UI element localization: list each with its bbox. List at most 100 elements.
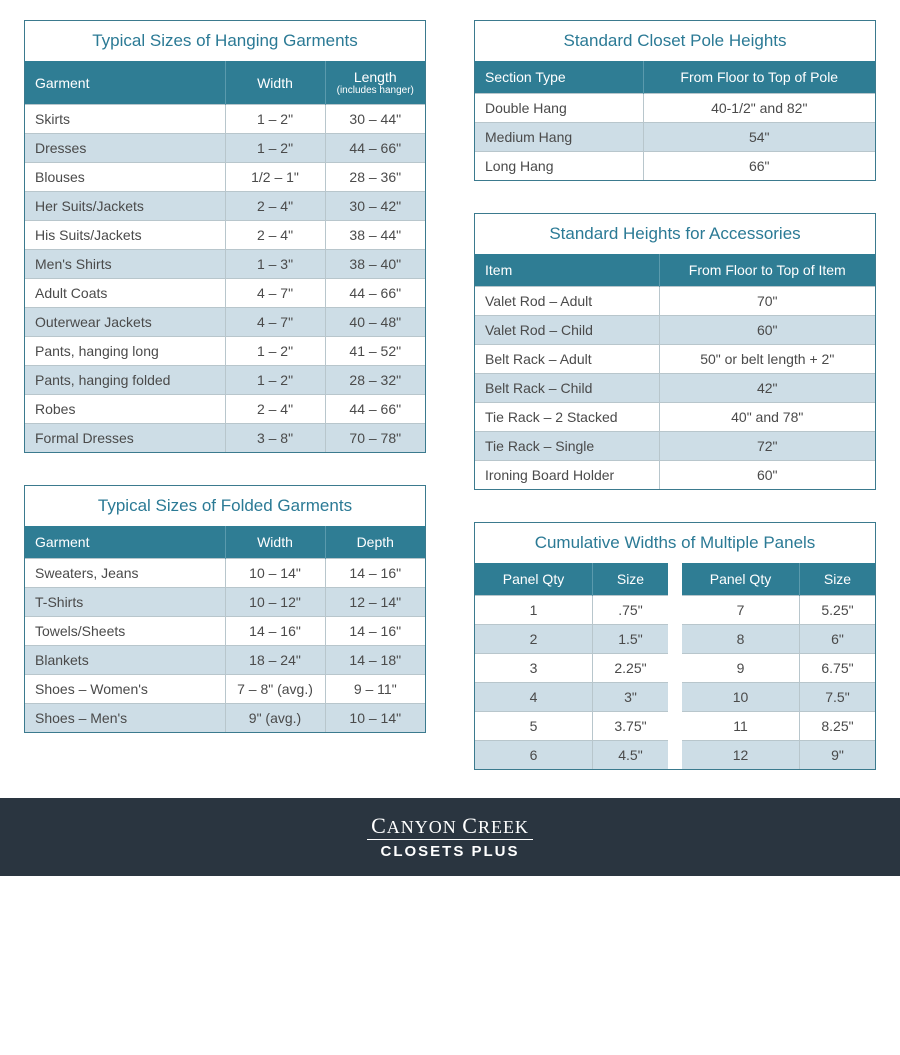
cell: 8.25" — [799, 712, 875, 741]
table-row: Medium Hang54" — [475, 123, 875, 152]
table-row: Belt Rack – Adult50" or belt length + 2" — [475, 345, 875, 374]
acc-title: Standard Heights for Accessories — [475, 214, 875, 254]
hanging-table: Garment Width Length (includes hanger) S… — [25, 61, 425, 452]
brand-c1: C — [371, 813, 387, 838]
col-section: Section Type — [475, 61, 643, 94]
cell: 4.5" — [592, 741, 668, 770]
table-row: Belt Rack – Child42" — [475, 374, 875, 403]
cell: 10 – 14" — [325, 704, 425, 733]
col-width: Width — [225, 61, 325, 105]
table-row: Outerwear Jackets4 – 7"40 – 48" — [25, 308, 425, 337]
panels-card: Cumulative Widths of Multiple Panels Pan… — [474, 522, 876, 770]
cell: 9" — [799, 741, 875, 770]
cell: 44 – 66" — [325, 395, 425, 424]
col-qty: Panel Qty — [475, 563, 592, 596]
cell: Belt Rack – Child — [475, 374, 659, 403]
table-row: Shoes – Men's9" (avg.)10 – 14" — [25, 704, 425, 733]
cell: 38 – 40" — [325, 250, 425, 279]
cell: Blouses — [25, 163, 225, 192]
col-qty: Panel Qty — [682, 563, 799, 596]
table-row: Double Hang40-1/2" and 82" — [475, 94, 875, 123]
table-row: Long Hang66" — [475, 152, 875, 181]
cell: Pants, hanging long — [25, 337, 225, 366]
table-row: Shoes – Women's7 – 8" (avg.)9 – 11" — [25, 675, 425, 704]
cell: 54" — [643, 123, 875, 152]
footer: CANYON CREEK CLOSETS PLUS — [0, 798, 900, 876]
cell: Blankets — [25, 646, 225, 675]
table-row: Pants, hanging long1 – 2"41 – 52" — [25, 337, 425, 366]
table-row: His Suits/Jackets2 – 4"38 – 44" — [25, 221, 425, 250]
cell: 44 – 66" — [325, 279, 425, 308]
cell: 40-1/2" and 82" — [643, 94, 875, 123]
brand-logo-top: CANYON CREEK — [367, 815, 533, 840]
cell: 4 — [475, 683, 592, 712]
folded-title: Typical Sizes of Folded Garments — [25, 486, 425, 526]
cell: 70 – 78" — [325, 424, 425, 453]
cell: 6.75" — [799, 654, 875, 683]
cell: 4 – 7" — [225, 308, 325, 337]
cell: Sweaters, Jeans — [25, 559, 225, 588]
cell: 9 – 11" — [325, 675, 425, 704]
cell: 14 – 16" — [325, 559, 425, 588]
cell: T-Shirts — [25, 588, 225, 617]
cell: 1 – 3" — [225, 250, 325, 279]
cell: His Suits/Jackets — [25, 221, 225, 250]
cell: Formal Dresses — [25, 424, 225, 453]
col-height: From Floor to Top of Item — [659, 254, 875, 287]
table-row: Towels/Sheets14 – 16"14 – 16" — [25, 617, 425, 646]
acc-table: Item From Floor to Top of Item Valet Rod… — [475, 254, 875, 489]
cell: 2 – 4" — [225, 192, 325, 221]
folded-garments-card: Typical Sizes of Folded Garments Garment… — [24, 485, 426, 733]
cell: 14 – 16" — [225, 617, 325, 646]
table-row: 43" — [475, 683, 668, 712]
cell: 30 – 44" — [325, 105, 425, 134]
cell: 3.75" — [592, 712, 668, 741]
col-size: Size — [592, 563, 668, 596]
table-row: Valet Rod – Child60" — [475, 316, 875, 345]
brand-logo-bottom: CLOSETS PLUS — [380, 843, 519, 860]
cell: 1 – 2" — [225, 105, 325, 134]
table-row: 21.5" — [475, 625, 668, 654]
cell: 3 – 8" — [225, 424, 325, 453]
cell: 1 – 2" — [225, 366, 325, 395]
table-row: Sweaters, Jeans10 – 14"14 – 16" — [25, 559, 425, 588]
page: Typical Sizes of Hanging Garments Garmen… — [0, 0, 900, 770]
col-garment: Garment — [25, 526, 225, 559]
left-column: Typical Sizes of Hanging Garments Garmen… — [24, 20, 426, 770]
right-column: Standard Closet Pole Heights Section Typ… — [474, 20, 876, 770]
table-row: 96.75" — [682, 654, 875, 683]
table-row: Robes2 – 4"44 – 66" — [25, 395, 425, 424]
cell: 9" (avg.) — [225, 704, 325, 733]
brand-t1: ANYON — [387, 817, 463, 837]
table-row: 129" — [682, 741, 875, 770]
cell: 50" or belt length + 2" — [659, 345, 875, 374]
panels-table-left: Panel Qty Size 1.75"21.5"32.25"43"53.75"… — [475, 563, 668, 769]
panels-title: Cumulative Widths of Multiple Panels — [475, 523, 875, 563]
cell: 7 – 8" (avg.) — [225, 675, 325, 704]
cell: Tie Rack – Single — [475, 432, 659, 461]
cell: 28 – 36" — [325, 163, 425, 192]
table-row: 64.5" — [475, 741, 668, 770]
col-garment: Garment — [25, 61, 225, 105]
cell: Her Suits/Jackets — [25, 192, 225, 221]
brand-c2: C — [462, 813, 478, 838]
cell: 9 — [682, 654, 799, 683]
table-row: Men's Shirts1 – 3"38 – 40" — [25, 250, 425, 279]
cell: 30 – 42" — [325, 192, 425, 221]
table-row: 107.5" — [682, 683, 875, 712]
cell: 3" — [592, 683, 668, 712]
table-row: Formal Dresses3 – 8"70 – 78" — [25, 424, 425, 453]
table-row: 32.25" — [475, 654, 668, 683]
cell: 2.25" — [592, 654, 668, 683]
table-row: 86" — [682, 625, 875, 654]
table-row: Pants, hanging folded1 – 2"28 – 32" — [25, 366, 425, 395]
cell: 41 – 52" — [325, 337, 425, 366]
cell: 38 – 44" — [325, 221, 425, 250]
table-row: Adult Coats4 – 7"44 – 66" — [25, 279, 425, 308]
col-height: From Floor to Top of Pole — [643, 61, 875, 94]
cell: 28 – 32" — [325, 366, 425, 395]
cell: Ironing Board Holder — [475, 461, 659, 490]
cell: 10 – 14" — [225, 559, 325, 588]
cell: 6" — [799, 625, 875, 654]
hanging-title: Typical Sizes of Hanging Garments — [25, 21, 425, 61]
